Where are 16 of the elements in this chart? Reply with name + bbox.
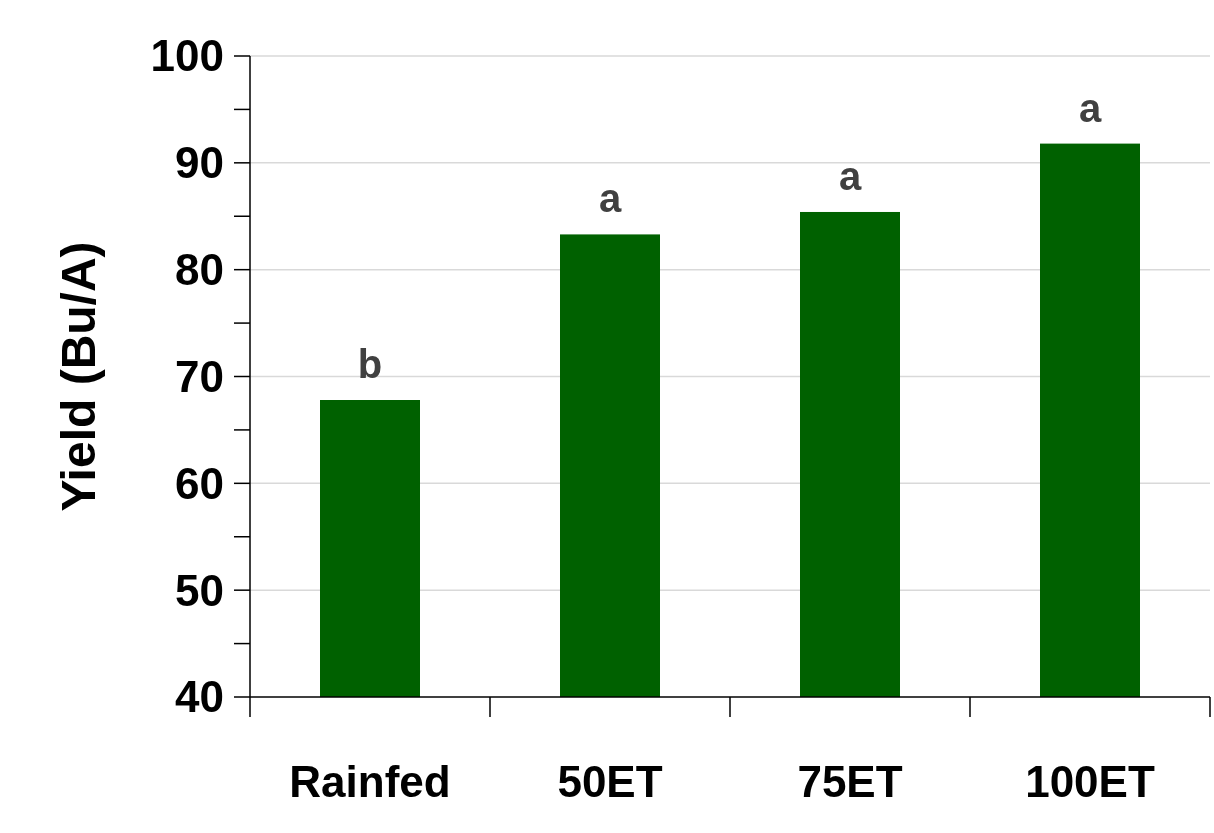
y-tick-label: 100	[150, 31, 224, 81]
x-tick-label: Rainfed	[289, 757, 451, 806]
annotation: a	[1078, 85, 1102, 130]
y-tick-label: 40	[175, 672, 224, 722]
y-axis-title: Yield (Bu/A)	[52, 241, 105, 512]
annotation: b	[357, 342, 383, 386]
annotation: a	[598, 176, 622, 221]
y-tick-label: 60	[175, 458, 224, 508]
y-tick-label: 90	[175, 138, 224, 188]
y-tick-label: 70	[175, 351, 224, 401]
x-tick-label: 100ET	[1025, 757, 1155, 806]
y-tick-label: 80	[175, 245, 224, 295]
annotation: a	[838, 153, 862, 198]
x-tick-label: 50ET	[557, 757, 663, 806]
x-tick-label: 75ET	[797, 757, 903, 806]
y-tick-label: 50	[175, 565, 224, 615]
